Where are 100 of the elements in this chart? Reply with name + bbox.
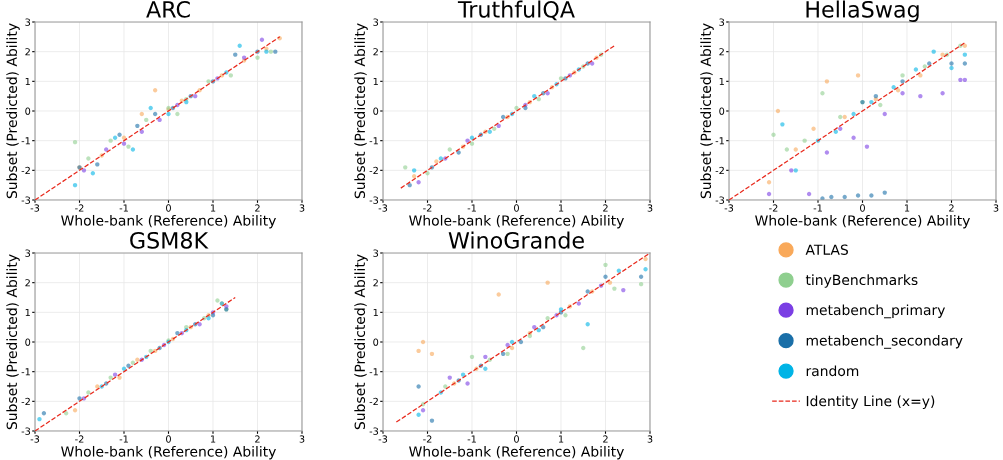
chart-title: GSM8K (130, 231, 209, 249)
point (869, 193, 874, 198)
point (157, 117, 162, 123)
point (532, 93, 537, 99)
point (766, 191, 772, 197)
y-tick-label: -3 (715, 196, 725, 204)
x-tick-label: 2 (255, 435, 260, 443)
y-tick-label: -2 (369, 166, 378, 175)
x-axis-title: Whole-bank (Reference) Ability (409, 445, 624, 460)
point (104, 147, 109, 152)
point (505, 342, 510, 348)
point (416, 412, 421, 417)
y-tick-label: 3 (373, 18, 379, 26)
x-tick-label: 3 (993, 204, 999, 212)
point (869, 99, 874, 105)
point (130, 147, 136, 152)
legend-label: tinyBenchmarks (805, 274, 918, 288)
point (37, 416, 42, 422)
point (514, 105, 519, 111)
point (962, 61, 968, 66)
point (438, 156, 444, 161)
x-tick-label: -3 (30, 435, 40, 443)
point (913, 67, 919, 72)
point (882, 190, 887, 195)
point (931, 49, 936, 54)
point (268, 49, 274, 54)
point (233, 52, 238, 57)
point (193, 93, 198, 99)
point (771, 132, 776, 137)
y-tick-label: -1 (715, 137, 724, 145)
point (922, 64, 927, 69)
y-tick-label: -2 (369, 397, 378, 406)
point (175, 330, 180, 336)
point (139, 129, 144, 134)
x-axis-title: Whole-bank (Reference) Ability (409, 214, 624, 229)
point (411, 174, 417, 179)
y-tick-label: 1 (719, 77, 724, 86)
y-tick-label: 1 (373, 308, 378, 317)
point (112, 135, 118, 140)
point (166, 111, 171, 117)
x-tick-label: -2 (75, 204, 84, 212)
point (447, 375, 452, 380)
legend-label: metabench_primary (806, 304, 945, 319)
point (121, 135, 127, 140)
point (429, 351, 435, 357)
x-axis-title: Whole-bank (Reference) Ability (61, 445, 276, 460)
y-tick-label: 3 (373, 249, 379, 257)
legend-label: metabench_secondary (806, 334, 963, 349)
point (851, 111, 856, 117)
x-tick-label: 1 (210, 435, 216, 443)
point (962, 43, 968, 48)
point (206, 79, 211, 84)
y-axis-title: Subset (Predicted) Ability (6, 254, 20, 430)
y-tick-label: -1 (369, 368, 378, 376)
point (895, 88, 901, 93)
point (829, 194, 834, 200)
point (833, 129, 838, 134)
point (469, 141, 475, 146)
point (793, 168, 798, 173)
point (121, 141, 127, 146)
y-tick-label: -1 (21, 137, 30, 145)
x-tick-label: -3 (378, 435, 388, 443)
y-axis-title: Subset (Predicted) Ability (354, 254, 368, 430)
point (878, 102, 883, 108)
chart-title: TruthfulQA (457, 0, 575, 21)
y-tick-label: 1 (25, 308, 30, 317)
y-tick-label: 2 (373, 279, 378, 287)
x-tick-label: 2 (255, 204, 260, 212)
x-tick-label: 3 (647, 435, 653, 443)
x-tick-label: 0 (860, 204, 865, 212)
point (496, 292, 501, 297)
x-tick-label: 2 (603, 435, 608, 443)
x-tick-label: -1 (467, 435, 476, 443)
y-axis-title: Subset (Predicted) Ability (700, 23, 714, 199)
point (86, 156, 91, 161)
point (940, 52, 945, 57)
point (855, 193, 861, 198)
x-tick-label: -1 (119, 204, 128, 212)
point (509, 345, 515, 351)
point (824, 150, 830, 155)
point (838, 114, 843, 120)
point (456, 150, 461, 155)
point (585, 322, 590, 327)
point (126, 144, 131, 149)
x-tick-label: 1 (558, 435, 564, 443)
point (927, 61, 932, 66)
point (108, 138, 113, 143)
x-tick-label: 1 (904, 204, 910, 212)
point (483, 354, 488, 360)
point (505, 351, 510, 357)
point (882, 111, 887, 117)
point (72, 182, 78, 188)
y-tick-label: 2 (25, 279, 30, 287)
y-tick-label: 3 (25, 18, 31, 26)
point (148, 348, 153, 354)
point (429, 418, 435, 423)
point (775, 108, 781, 114)
point (842, 114, 847, 120)
point (612, 286, 617, 291)
legend-label: Identity Line (x=y) (806, 395, 935, 409)
